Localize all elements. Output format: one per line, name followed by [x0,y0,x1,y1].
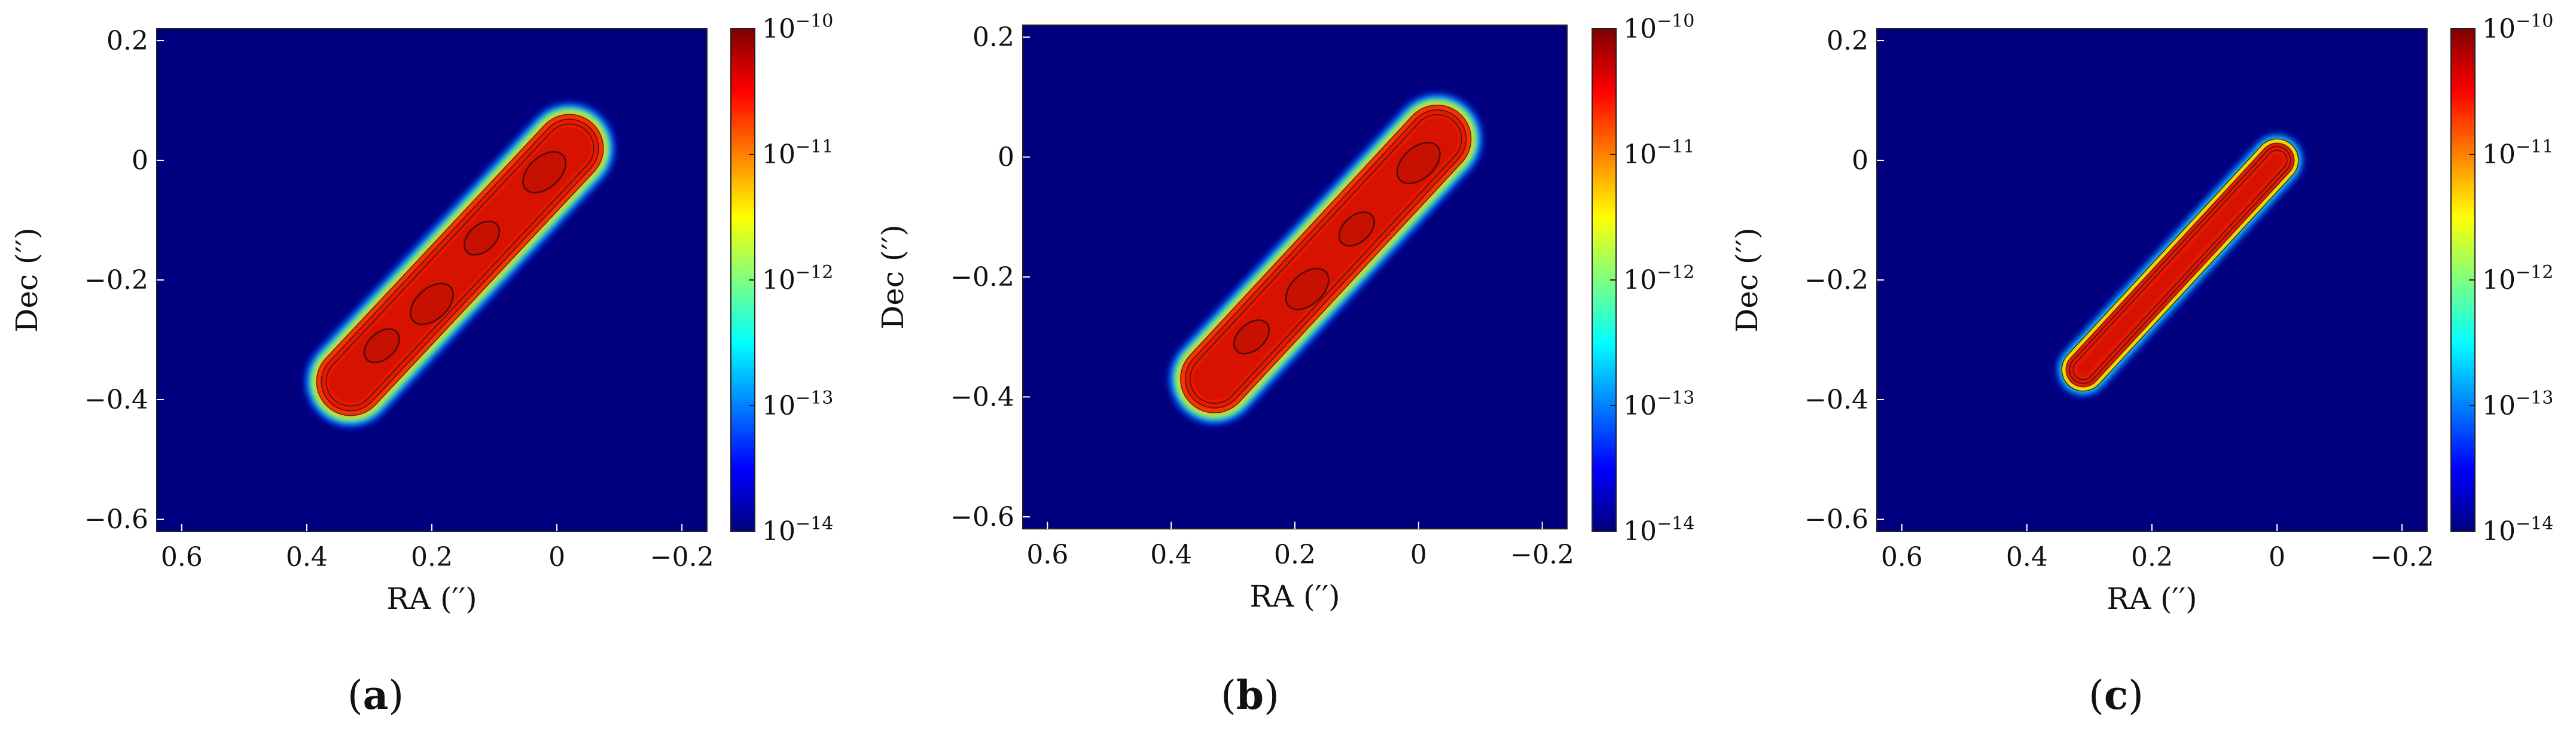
emission-a [306,103,614,427]
colorbar-tick-label-b-4: 10−14 [1623,513,1694,547]
x-tick-label-b-4: −0.2 [1510,540,1574,570]
colorbar-tick-label-c-4: 10−14 [2482,513,2553,547]
y-axis-title-c: Dec (′′) [1730,227,1764,332]
x-tick-label-c-0: 0.6 [1881,542,1923,572]
blob-a-3 [522,151,567,194]
panel-a: 0.6 0.4 0.2 0 −0.2 0.2 0 −0.2 −0.4 −0.6 RA (′′) Dec… [10,11,833,718]
x-tick-label-a-3: 0 [548,542,565,572]
x-axis-title-b: RA (′′) [1249,579,1340,614]
x-tick-label-b-1: 0.4 [1150,540,1192,570]
colorbar-tick-label-c-0: 10−10 [2482,11,2553,44]
y-tick-label-c-4: −0.6 [1804,504,1868,535]
y-axis-title-a: Dec (′′) [10,227,44,332]
blob-a-0 [363,328,400,364]
y-tick-label-c-1: 0 [1852,145,1868,176]
y-tick-label-b-2: −0.2 [950,262,1014,293]
x-tick-label-c-2: 0.2 [2131,542,2173,572]
blob-b-0 [1233,319,1270,355]
emission-c [2057,135,2303,395]
y-tick-label-b-3: −0.4 [950,382,1014,412]
y-tick-label-b-0: 0.2 [973,22,1014,53]
colorbar-tick-label-a-3: 10−13 [762,388,833,421]
colorbar-tick-label-c-3: 10−13 [2482,388,2553,421]
y-tick-label-a-2: −0.2 [84,265,148,296]
blob-a-2 [464,220,501,256]
x-tick-label-b-2: 0.2 [1274,540,1316,570]
blob-b-1 [1285,267,1330,310]
y-axis-title-b: Dec (′′) [876,224,910,329]
x-tick-label-c-3: 0 [2269,542,2285,572]
y-tick-label-c-3: −0.4 [1804,385,1868,415]
colorbar-tick-label-a-1: 10−11 [762,136,833,170]
colorbar-tick-label-b-2: 10−12 [1623,262,1694,296]
ridge-core-c [2077,154,2284,376]
x-tick-label-a-4: −0.2 [650,542,714,572]
colorbar-tick-label-c-1: 10−11 [2482,136,2553,170]
x-tick-label-b-3: 0 [1410,540,1427,570]
y-tick-label-a-3: −0.4 [84,385,148,415]
y-tick-label-a-1: 0 [132,145,148,176]
x-tick-label-a-1: 0.4 [286,542,328,572]
colorbar-tick-label-a-4: 10−14 [762,513,833,547]
x-tick-label-b-0: 0.6 [1026,540,1068,570]
x-tick-label-c-1: 0.4 [2006,542,2048,572]
panel-label-a: (a) [347,672,404,718]
x-axis-title-c: RA (′′) [2106,581,2197,616]
y-tick-label-a-4: −0.6 [84,504,148,535]
x-tick-label-a-0: 0.6 [161,542,203,572]
y-tick-label-c-0: 0.2 [1827,26,1868,56]
x-axis-title-a: RA (′′) [386,581,477,616]
x-tick-label-c-4: −0.2 [2370,542,2434,572]
colorbar-tick-label-b-1: 10−11 [1623,136,1694,170]
panel-label-b: (b) [1221,672,1279,718]
blob-a-1 [410,282,454,325]
y-tick-label-a-0: 0.2 [106,26,148,56]
y-tick-label-b-4: −0.6 [950,502,1014,532]
emission-b [1169,94,1482,424]
colorbar-tick-label-b-3: 10−13 [1623,388,1694,421]
blob-b-3 [1396,142,1441,184]
colorbar-tick-label-b-0: 10−10 [1623,11,1694,44]
blob-b-2 [1338,211,1375,247]
colorbar-tick-label-a-0: 10−10 [762,11,833,44]
y-tick-label-b-1: 0 [998,142,1014,173]
colorbar-tick-label-a-2: 10−12 [762,262,833,296]
colorbar-tick-label-c-2: 10−12 [2482,262,2553,296]
y-tick-label-c-2: −0.2 [1804,265,1868,296]
panel-b: 0.6 0.4 0.2 0 −0.2 0.2 0 −0.2 −0.4 −0.6 RA (′′) Dec… [876,11,1694,718]
panel-label-c: (c) [2089,672,2144,718]
panel-c: 0.6 0.4 0.2 0 −0.2 0.2 0 −0.2 −0.4 −0.6 RA (′′) Dec… [1730,11,2553,718]
x-tick-label-a-2: 0.2 [411,542,453,572]
